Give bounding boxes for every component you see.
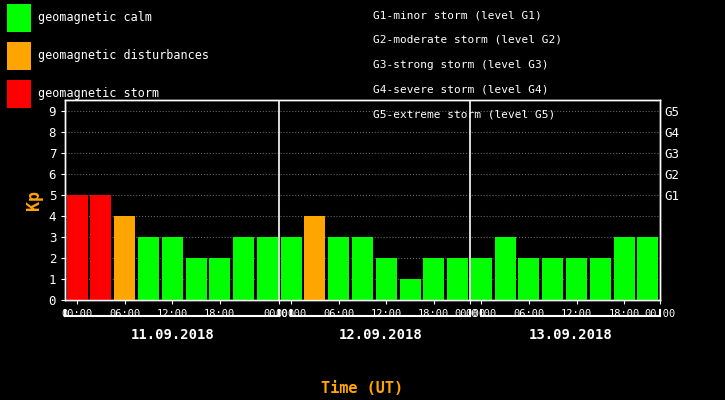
Bar bbox=[447, 258, 468, 300]
Bar bbox=[637, 237, 658, 300]
Text: G1-minor storm (level G1): G1-minor storm (level G1) bbox=[373, 10, 542, 20]
Text: 11.09.2018: 11.09.2018 bbox=[130, 328, 214, 342]
Bar bbox=[423, 258, 444, 300]
Text: G4-severe storm (level G4): G4-severe storm (level G4) bbox=[373, 84, 549, 94]
Y-axis label: Kp: Kp bbox=[25, 190, 44, 210]
Text: G2-moderate storm (level G2): G2-moderate storm (level G2) bbox=[373, 35, 563, 45]
Bar bbox=[471, 258, 492, 300]
Bar bbox=[542, 258, 563, 300]
Bar bbox=[566, 258, 587, 300]
Bar bbox=[162, 237, 183, 300]
Bar bbox=[518, 258, 539, 300]
Text: G3-strong storm (level G3): G3-strong storm (level G3) bbox=[373, 60, 549, 70]
Text: geomagnetic storm: geomagnetic storm bbox=[38, 88, 160, 100]
Text: 12.09.2018: 12.09.2018 bbox=[339, 328, 422, 342]
Bar bbox=[281, 237, 302, 300]
Bar bbox=[210, 258, 231, 300]
Bar bbox=[91, 195, 112, 300]
Bar bbox=[399, 279, 420, 300]
Bar bbox=[590, 258, 610, 300]
Text: geomagnetic calm: geomagnetic calm bbox=[38, 12, 152, 24]
Bar bbox=[138, 237, 159, 300]
Bar bbox=[352, 237, 373, 300]
Text: Time (UT): Time (UT) bbox=[321, 381, 404, 396]
Text: geomagnetic disturbances: geomagnetic disturbances bbox=[38, 50, 210, 62]
Bar bbox=[304, 216, 326, 300]
Bar bbox=[186, 258, 207, 300]
Bar bbox=[67, 195, 88, 300]
Bar bbox=[328, 237, 349, 300]
Bar bbox=[376, 258, 397, 300]
Bar bbox=[233, 237, 254, 300]
Bar bbox=[257, 237, 278, 300]
Bar bbox=[494, 237, 515, 300]
Text: 13.09.2018: 13.09.2018 bbox=[529, 328, 613, 342]
Bar bbox=[115, 216, 135, 300]
Text: G5-extreme storm (level G5): G5-extreme storm (level G5) bbox=[373, 109, 555, 119]
Bar bbox=[613, 237, 634, 300]
